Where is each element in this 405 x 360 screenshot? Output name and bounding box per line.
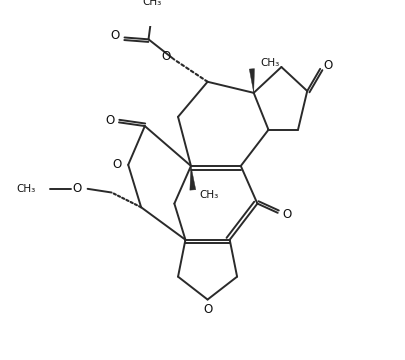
Polygon shape (249, 69, 254, 93)
Text: O: O (324, 59, 333, 72)
Text: O: O (111, 29, 120, 42)
Text: CH₃: CH₃ (261, 58, 280, 68)
Text: O: O (72, 182, 82, 195)
Text: O: O (282, 208, 292, 221)
Polygon shape (190, 166, 196, 190)
Text: CH₃: CH₃ (16, 184, 36, 194)
Text: CH₃: CH₃ (199, 190, 218, 200)
Text: O: O (204, 303, 213, 316)
Text: O: O (162, 50, 171, 63)
Text: O: O (113, 158, 122, 171)
Text: CH₃: CH₃ (143, 0, 162, 8)
Text: O: O (105, 114, 114, 127)
